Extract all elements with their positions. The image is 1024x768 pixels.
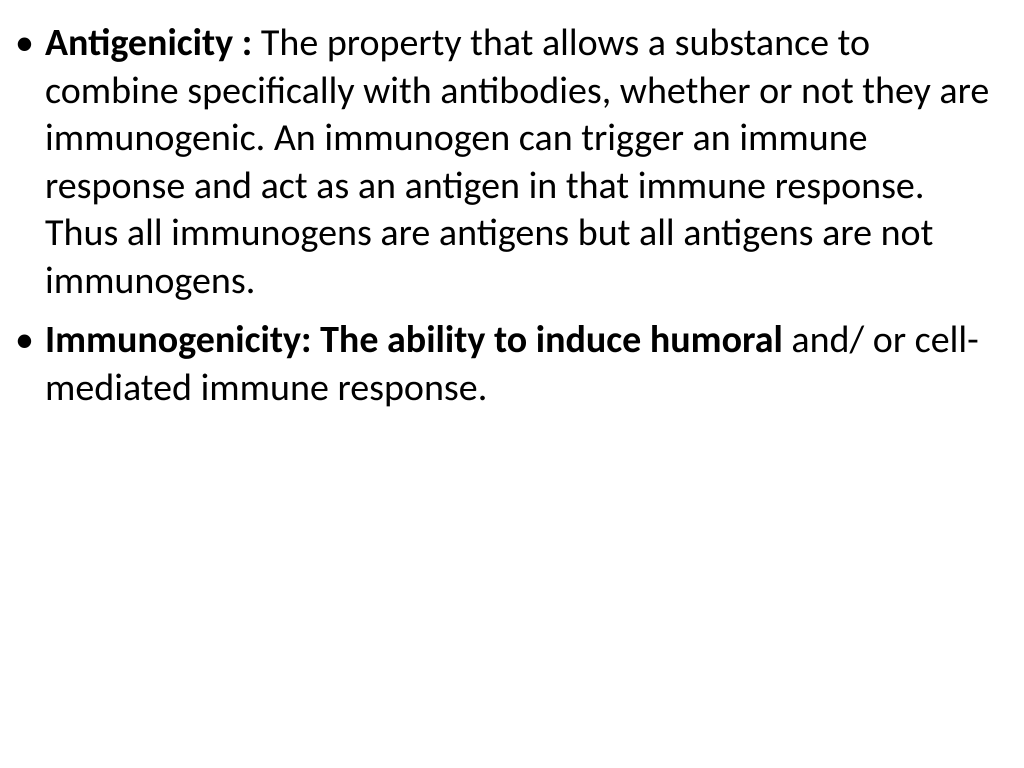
bullet-marker-icon: • <box>15 20 34 68</box>
definition-text: Immunogenicity: The ability to induce hu… <box>45 317 979 411</box>
bullet-item-immunogenicity: • Immunogenicity: The ability to induce … <box>45 317 994 412</box>
definition-text: Antigenicity : The property that allows … <box>45 20 989 304</box>
term-immunogenicity: Immunogenicity: The ability to induce hu… <box>45 317 791 363</box>
bullet-marker-icon: • <box>15 317 34 365</box>
bullet-item-antigenicity: • Antigenicity : The property that allow… <box>45 20 994 305</box>
term-antigenicity: Antigenicity : <box>45 20 261 66</box>
period: . <box>478 365 488 411</box>
